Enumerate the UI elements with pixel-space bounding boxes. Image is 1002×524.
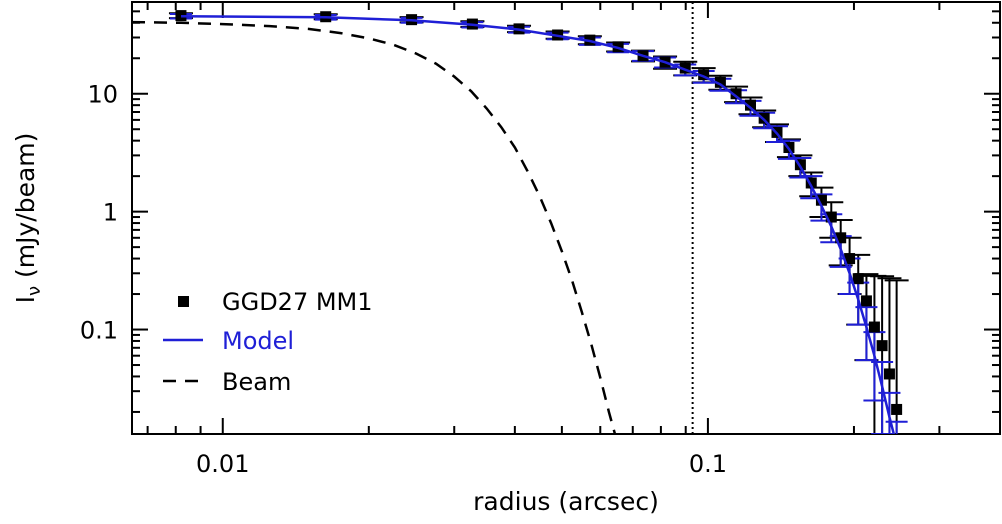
legend-model-label: Model [222,327,294,355]
observation-point [698,69,710,81]
x-tick-label: 0.01 [196,450,249,478]
x-tick-label: 0.1 [689,450,727,478]
observation-point [835,232,847,244]
y-tick-label: 0.1 [80,317,118,345]
plot-area [132,2,909,434]
beam-curve [132,20,617,434]
observation-point [891,403,903,415]
axis-ticks [132,1,1001,434]
observation-point [868,321,880,333]
observation-point [844,253,856,265]
observation-point [825,211,837,223]
observation-point [714,76,726,88]
model-curve [180,14,896,434]
observation-point [860,295,872,307]
y-tick-label: 1 [103,199,118,227]
observation-errorbars [168,12,909,434]
observation-point [876,340,888,352]
observation-point [805,177,817,189]
observation-point [744,99,756,111]
legend-obs-label: GGD27 MM1 [222,288,373,316]
y-axis-label-main: I [11,296,40,303]
y-axis-label: Iν (mJy/beam) [11,133,45,304]
observation-point [175,10,187,22]
x-axis-label: radius (arcsec) [473,487,659,516]
observation-point [852,273,864,285]
observation-point [815,194,827,206]
legend: GGD27 MM1 Model Beam [163,288,373,396]
legend-beam-label: Beam [222,368,291,396]
model-errorbars [169,12,908,434]
tick-labels: 0.01 0.1 10 1 0.1 [80,81,727,478]
legend-obs-marker [178,296,189,307]
observation-point [883,368,895,380]
observation-point [679,62,691,74]
y-axis-label-unit: (mJy/beam) [11,133,40,286]
y-axis-label-subscript: ν [24,286,45,296]
y-tick-label: 10 [87,81,118,109]
observation-point [730,88,742,100]
